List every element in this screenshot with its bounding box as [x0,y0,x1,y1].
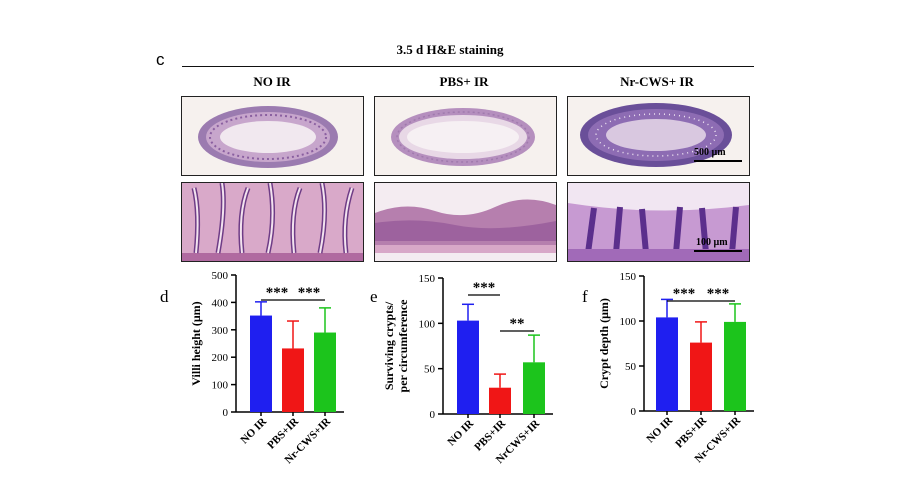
group-label-pbs-ir: PBS+ IR [439,74,489,89]
y-tick-label-d: 300 [212,325,229,337]
bar-f [724,321,746,411]
micrograph-no-ir-low [181,96,364,176]
micrograph-pbs-ir-low [374,96,557,176]
bar-d [250,315,272,412]
y-tick-label-d: 400 [212,297,229,309]
bar-f [656,317,678,411]
y-tick-label-f: 100 [620,316,637,328]
sig-label-d: *** [266,285,289,301]
y-axis-label-f: Crypt depth (μm) [597,298,611,389]
group-label-no-ir: NO IR [253,74,291,89]
x-tick-label-d: NO IR [238,415,269,446]
panel-letter-e: e [370,287,378,306]
sig-label-f: *** [673,286,696,302]
y-tick-label-e: 100 [419,318,436,330]
title-rule [182,66,754,67]
y-tick-label-f: 50 [625,361,637,373]
panel-letter-d: d [160,287,169,306]
scale-bar-500-label: 500 µm [694,147,726,158]
bar-e [457,320,479,414]
sig-label-e: ** [510,316,525,332]
scale-bar-100-label: 100 µm [696,237,728,248]
micrograph-nrcws-ir-low: 500 µm [567,96,750,176]
y-tick-label-e: 150 [419,273,436,285]
sig-label-f: *** [707,286,730,302]
sig-label-e: *** [473,280,496,296]
panel-letter-f: f [582,287,588,306]
y-tick-label-f: 150 [620,271,637,283]
panel-letter-c: c [156,50,165,69]
y-axis-label-d: Villi height (μm) [189,301,203,385]
bar-e [489,387,511,414]
y-axis-label-e: per circumference [396,299,410,393]
micrograph-no-ir-high [181,182,364,262]
y-tick-label-e: 0 [430,409,436,421]
bar-d [314,332,336,412]
x-tick-label-f: NO IR [644,414,675,445]
y-tick-label-e: 50 [424,364,436,376]
bar-d [282,348,304,412]
y-tick-label-d: 100 [212,380,229,392]
y-tick-label-d: 200 [212,352,229,364]
panel-c-title: 3.5 d H&E staining [396,42,504,57]
y-axis-label-e: Surviving crypts/ [382,301,396,390]
group-label-nrcws-ir: Nr-CWS+ IR [620,74,694,89]
sig-label-d: *** [298,285,321,301]
micrograph-pbs-ir-high [374,182,557,262]
y-tick-label-d: 0 [223,407,229,419]
y-tick-label-f: 0 [631,406,637,418]
bar-e [523,362,545,414]
bar-f [690,342,712,411]
y-tick-label-d: 500 [212,270,229,282]
x-tick-label-e: NO IR [445,417,476,448]
micrograph-nrcws-ir-high: 100 µm [567,182,750,262]
